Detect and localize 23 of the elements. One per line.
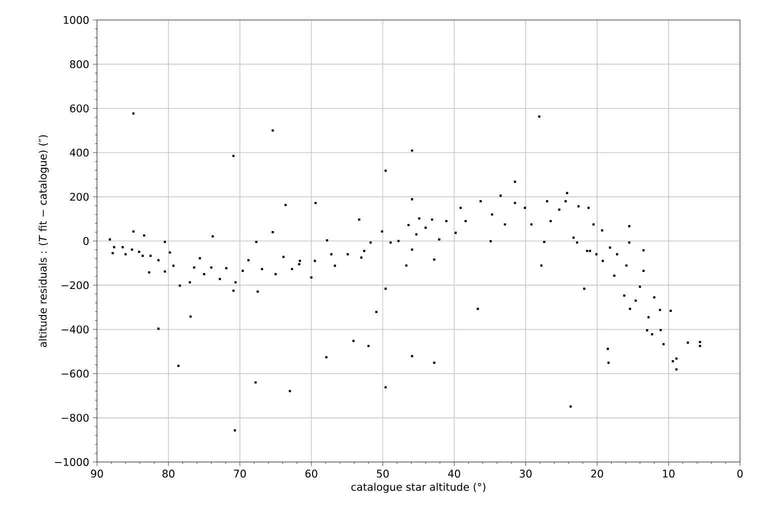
x-tick-label: 20 bbox=[591, 470, 604, 478]
x-tick-label: 90 bbox=[90, 470, 103, 478]
x-axis-title: catalogue star altitude (°) bbox=[351, 482, 486, 493]
y-tick-label: −400 bbox=[62, 325, 89, 334]
x-tick-label: 30 bbox=[520, 470, 532, 478]
y-tick-label: −1000 bbox=[55, 458, 89, 466]
y-tick-label: 600 bbox=[70, 104, 89, 112]
y-axis-title: altitude residuals : (T fit − catalogue) (″) bbox=[38, 135, 49, 348]
y-tick-label: 400 bbox=[70, 148, 89, 157]
x-tick-label: 50 bbox=[376, 470, 389, 478]
y-tick-label: 800 bbox=[70, 60, 89, 68]
y-tick-label: 1000 bbox=[64, 16, 89, 24]
x-tick-label: 60 bbox=[305, 470, 318, 478]
x-tick-label: 80 bbox=[162, 470, 174, 478]
y-tick-label: 0 bbox=[83, 237, 89, 245]
x-tick-label: 40 bbox=[448, 470, 460, 478]
y-tick-label: 200 bbox=[70, 192, 89, 201]
y-tick-label: −800 bbox=[62, 414, 89, 422]
x-tick-label: 10 bbox=[663, 470, 674, 478]
y-tick-label: −200 bbox=[62, 281, 89, 290]
y-tick-label: −600 bbox=[62, 370, 89, 378]
x-tick-label: 70 bbox=[234, 470, 246, 478]
x-tick-label: 0 bbox=[737, 470, 743, 478]
